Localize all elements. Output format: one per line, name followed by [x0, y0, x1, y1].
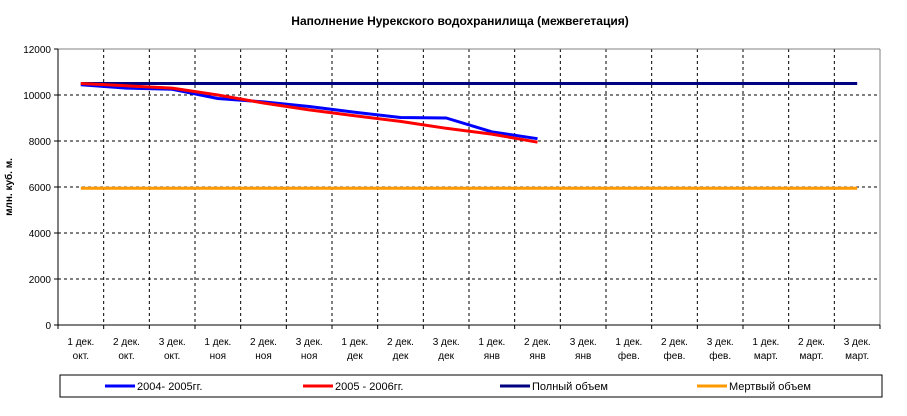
x-tick-label-line2: окт.: [164, 351, 180, 362]
x-tick-label-line1: 3 дек.: [296, 337, 323, 348]
legend-box: [59, 374, 883, 398]
y-tick-labels: 0 2000 4000 6000 8000 10000 12000: [23, 45, 51, 332]
y-tick-label: 12000: [23, 45, 51, 56]
x-tick-label-line2: март.: [799, 351, 823, 362]
x-tick-label-line2: ноя: [255, 351, 272, 362]
legend-label: 2005 - 2006гг.: [335, 381, 403, 393]
y-tick-label: 2000: [29, 275, 52, 286]
x-tick-label-line2: янв: [575, 351, 591, 362]
x-tick-label: 1 дек. дек: [341, 337, 368, 362]
x-tick-label-line2: янв: [484, 351, 500, 362]
x-tick-label: 3 дек. дек: [433, 337, 460, 362]
series-lines: [80, 82, 858, 190]
x-tick-label: 3 дек. фев.: [707, 337, 734, 362]
y-tick-label: 8000: [29, 137, 52, 148]
x-tick-label-line1: 2 дек.: [250, 337, 277, 348]
x-tick-label-line1: 3 дек.: [159, 337, 186, 348]
x-tick-label-line1: 1 дек.: [615, 337, 642, 348]
y-tick-label: 0: [45, 321, 51, 332]
x-tick-label-line1: 1 дек.: [341, 337, 368, 348]
x-tick-label-line2: фев.: [618, 350, 640, 362]
x-tick-label-line1: 2 дек.: [113, 337, 140, 348]
x-tick-label: 2 дек. янв: [524, 337, 551, 362]
legend-label: Полный объем: [532, 381, 608, 393]
x-tick-label-line1: 3 дек.: [433, 337, 460, 348]
x-tick-label-line1: 1 дек.: [67, 337, 94, 348]
x-tick-label-line2: ноя: [301, 351, 318, 362]
x-tick-label: 1 дек. март.: [752, 337, 779, 362]
x-tick-label-line2: фев.: [664, 350, 686, 362]
x-tick-label-line2: окт.: [118, 351, 134, 362]
x-tick-label: 3 дек. окт.: [159, 337, 186, 362]
x-tick-label-line2: март.: [754, 351, 778, 362]
x-tick-label-line2: март.: [845, 351, 869, 362]
x-tick-label-line1: 3 дек.: [844, 337, 871, 348]
x-tick-label-line1: 2 дек.: [798, 337, 825, 348]
x-tick-label: 3 дек. март.: [844, 337, 871, 362]
x-tick-label: 3 дек. янв: [570, 337, 597, 362]
x-tick-label-line1: 2 дек.: [387, 337, 414, 348]
x-tick-label-line2: ноя: [210, 351, 227, 362]
series-line-1: [80, 83, 538, 141]
series-line-2: [80, 82, 538, 144]
x-tick-label-line1: 1 дек.: [478, 337, 505, 348]
x-tick-label-line2: дек: [438, 351, 454, 362]
y-tick-label: 10000: [23, 91, 51, 102]
x-tick-label-line2: дек: [347, 351, 363, 362]
x-tick-label-line2: дек: [393, 351, 409, 362]
x-tick-label: 2 дек. ноя: [250, 337, 277, 362]
x-tick-label-line1: 2 дек.: [661, 337, 688, 348]
x-tick-label-line2: фев.: [709, 350, 731, 362]
x-tick-labels: 1 дек. окт.2 дек. окт.3 дек. окт.1 дек. ноя2…: [67, 337, 870, 362]
y-tick-label: 6000: [29, 183, 52, 194]
x-tick-label-line2: окт.: [73, 351, 89, 362]
x-tick-label: 1 дек. фев.: [615, 337, 642, 362]
x-tick-label: 3 дек. ноя: [296, 337, 323, 362]
x-tick-label-line2: янв: [529, 351, 545, 362]
x-tick-label: 2 дек. дек: [387, 337, 414, 362]
x-tick-label-line1: 3 дек.: [570, 337, 597, 348]
x-tick-label: 2 дек. фев.: [661, 337, 688, 362]
x-tick-label-line1: 1 дек.: [204, 337, 231, 348]
y-axis-label: млн. куб. м.: [3, 158, 15, 216]
legend-label: Мертвый объем: [729, 381, 811, 393]
x-tick-label: 2 дек. окт.: [113, 337, 140, 362]
chart-title: Наполнение Нурекского водохранилища (меж…: [291, 14, 628, 28]
axes: [54, 48, 881, 329]
x-tick-label: 1 дек. ноя: [204, 337, 231, 362]
legend-label: 2004- 2005гг.: [137, 381, 202, 393]
x-tick-label-line1: 1 дек.: [752, 337, 779, 348]
x-tick-label-line1: 3 дек.: [707, 337, 734, 348]
y-tick-label: 4000: [29, 229, 52, 240]
x-tick-label-line1: 2 дек.: [524, 337, 551, 348]
x-tick-label: 1 дек. окт.: [67, 337, 94, 362]
x-tick-label: 2 дек. март.: [798, 337, 825, 362]
x-tick-label: 1 дек. янв: [478, 337, 505, 362]
legend: 2004- 2005гг. 2005 - 2006гг. Полный объем М…: [59, 374, 883, 398]
